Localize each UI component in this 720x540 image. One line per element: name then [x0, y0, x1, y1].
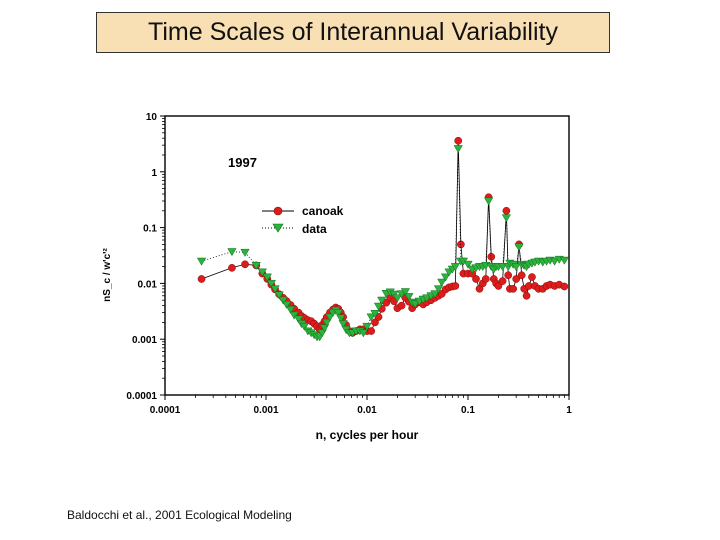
- point-canoak: [451, 282, 460, 290]
- point-data: [430, 290, 440, 299]
- series-layer: [196, 136, 570, 342]
- point-data: [463, 260, 473, 269]
- y-tick-label: 0.001: [132, 335, 157, 346]
- point-canoak: [472, 275, 480, 283]
- point-data: [400, 288, 411, 297]
- point-data: [227, 248, 237, 257]
- point-canoak: [522, 291, 531, 300]
- point-data: [266, 279, 276, 288]
- point-data: [370, 309, 380, 318]
- point-canoak: [560, 282, 569, 291]
- point-canoak: [494, 282, 503, 290]
- point-data: [404, 293, 414, 302]
- legend: canoak data: [262, 204, 344, 236]
- point-data: [333, 309, 343, 318]
- point-data: [251, 261, 261, 270]
- point-data: [338, 320, 348, 329]
- point-canoak: [228, 263, 236, 272]
- point-data: [336, 314, 346, 323]
- point-data: [511, 263, 521, 272]
- point-data: [440, 273, 451, 282]
- point-data: [497, 263, 508, 272]
- point-canoak: [504, 271, 513, 280]
- series-data: [196, 145, 570, 342]
- point-canoak: [498, 277, 507, 285]
- x-tick-label: 0.001: [253, 405, 278, 416]
- point-canoak: [197, 275, 206, 283]
- point-data: [362, 322, 372, 331]
- point-data: [293, 315, 304, 324]
- point-data: [453, 145, 463, 154]
- point-canoak: [454, 136, 463, 145]
- point-data: [358, 329, 368, 338]
- x-tick-label: 0.01: [357, 405, 377, 416]
- point-data: [262, 273, 272, 282]
- point-data: [322, 318, 332, 327]
- y-axis-ticks: 0.0001 0.001 0.01 0.1 1 10: [126, 112, 165, 402]
- y-tick-label: 1: [151, 168, 157, 179]
- point-data: [285, 306, 296, 315]
- point-data: [437, 278, 447, 287]
- y-tick-label: 10: [146, 112, 158, 123]
- legend-item-data: data: [262, 222, 327, 236]
- x-axis-ticks: 0.0001 0.001 0.01 0.1 1: [150, 395, 572, 416]
- x-tick-label: 1: [566, 405, 572, 416]
- point-canoak: [528, 273, 536, 281]
- point-data: [270, 285, 280, 294]
- point-data: [392, 294, 403, 303]
- point-data: [257, 268, 267, 277]
- point-data: [483, 197, 494, 206]
- point-data: [281, 300, 292, 309]
- point-canoak: [517, 271, 526, 280]
- y-axis-title: nS_c / w'c'²: [102, 248, 113, 302]
- point-canoak: [502, 206, 511, 215]
- legend-label-data: data: [302, 222, 327, 236]
- plot-area: [164, 115, 570, 396]
- point-data: [274, 291, 284, 300]
- point-data: [501, 214, 512, 223]
- point-data: [549, 257, 560, 266]
- point-canoak: [481, 275, 490, 283]
- chart-annotation: 1997: [228, 155, 257, 170]
- x-tick-label: 0.0001: [150, 405, 181, 416]
- point-data: [433, 285, 444, 294]
- slide-title: Time Scales of Interannual Variability: [96, 12, 610, 53]
- point-data: [240, 248, 250, 257]
- point-canoak: [367, 327, 376, 335]
- plot-frame: [164, 115, 570, 396]
- point-canoak: [509, 284, 518, 293]
- point-data: [559, 256, 570, 265]
- x-axis-title: n, cycles per hour: [316, 428, 419, 442]
- point-data: [299, 322, 310, 331]
- legend-marker-data: [272, 223, 284, 233]
- point-data: [410, 300, 420, 309]
- point-canoak: [241, 260, 249, 269]
- point-canoak: [512, 275, 521, 283]
- point-data: [289, 311, 299, 320]
- point-data: [278, 296, 288, 305]
- point-canoak: [397, 301, 406, 310]
- y-tick-label: 0.01: [138, 279, 158, 290]
- y-tick-label: 0.0001: [126, 391, 157, 402]
- point-data: [196, 257, 207, 266]
- legend-marker-canoak: [273, 206, 283, 216]
- point-canoak: [487, 252, 496, 261]
- point-data: [514, 243, 524, 252]
- source-credit: Baldocchi et al., 2001 Ecological Modeli…: [67, 508, 292, 522]
- point-data: [366, 313, 376, 322]
- point-data: [373, 302, 384, 311]
- point-data: [450, 263, 461, 272]
- x-tick-label: 0.1: [461, 405, 475, 416]
- legend-item-canoak: canoak: [262, 204, 344, 218]
- point-canoak: [371, 318, 379, 327]
- point-data: [377, 296, 387, 305]
- y-tick-label: 0.1: [143, 224, 157, 235]
- legend-label-canoak: canoak: [302, 204, 344, 218]
